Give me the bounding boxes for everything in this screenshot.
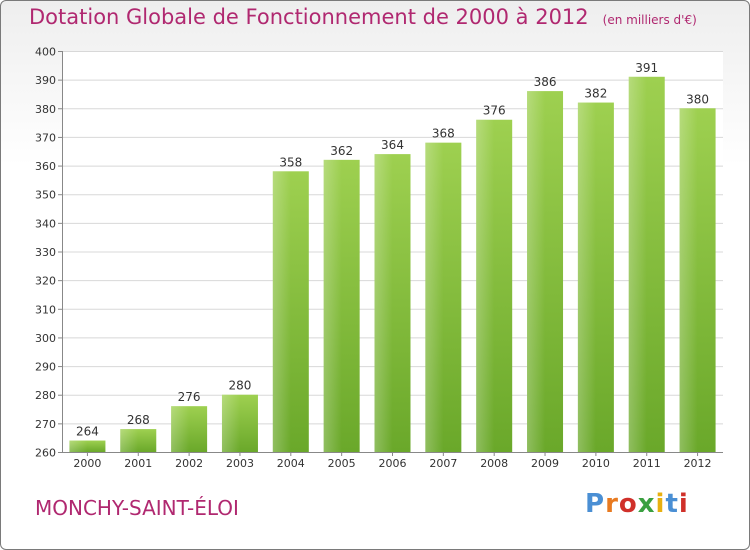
x-tick-label: 2012 xyxy=(684,457,712,470)
chart-subtitle: (en milliers d'€) xyxy=(602,13,697,27)
data-label: 386 xyxy=(534,75,557,89)
y-tick-label: 350 xyxy=(35,189,56,202)
chart-title: Dotation Globale de Fonctionnement de 20… xyxy=(29,5,697,29)
y-tick-label: 280 xyxy=(35,389,56,402)
data-label: 380 xyxy=(686,92,709,106)
data-label: 358 xyxy=(279,155,302,169)
x-tick-label: 2002 xyxy=(175,457,203,470)
logo-letter: t xyxy=(665,489,679,519)
data-label: 391 xyxy=(635,61,658,75)
x-tick-label: 2003 xyxy=(226,457,254,470)
y-tick-label: 320 xyxy=(35,275,56,288)
y-tick-label: 340 xyxy=(35,217,56,230)
bar-highlight xyxy=(323,159,360,453)
x-tick-label: 2011 xyxy=(633,457,661,470)
commune-name: MONCHY-SAINT-ÉLOI xyxy=(35,496,239,520)
data-label: 368 xyxy=(432,127,455,141)
x-tick-label: 2009 xyxy=(531,457,559,470)
x-tick-label: 2006 xyxy=(379,457,407,470)
y-tick-label: 370 xyxy=(35,131,56,144)
bar-highlight xyxy=(69,440,106,452)
logo-letter: r xyxy=(605,489,619,519)
y-tick-label: 360 xyxy=(35,160,56,173)
data-label: 276 xyxy=(178,390,201,404)
logo-letter: i xyxy=(655,489,666,519)
data-label: 362 xyxy=(330,144,353,158)
bar-highlight xyxy=(577,102,614,453)
chart-title-text: Dotation Globale de Fonctionnement de 20… xyxy=(29,5,589,29)
data-label: 264 xyxy=(76,425,99,439)
y-tick-label: 270 xyxy=(35,418,56,431)
data-label: 382 xyxy=(584,87,607,101)
bar-highlight xyxy=(272,171,309,453)
bar-chart: 260 270 280 290 300 310 320 330 340 350 360 370 380 3… xyxy=(35,46,723,470)
logo-letter: P xyxy=(585,489,606,519)
y-tick-label: 390 xyxy=(35,74,56,87)
data-label: 268 xyxy=(127,413,150,427)
bar-highlight xyxy=(476,119,513,452)
bar-highlight xyxy=(628,76,665,453)
y-tick-label: 290 xyxy=(35,361,56,374)
bar-highlight xyxy=(527,91,564,452)
x-tick-label: 2005 xyxy=(328,457,356,470)
y-tick-label: 380 xyxy=(35,103,56,116)
x-tick-label: 2001 xyxy=(124,457,152,470)
y-tick-label: 300 xyxy=(35,332,56,345)
bar-highlight xyxy=(171,406,208,452)
y-tick-label: 400 xyxy=(35,46,56,59)
bar-highlight xyxy=(120,429,157,452)
data-label: 280 xyxy=(229,379,252,393)
bar-highlight xyxy=(425,142,462,452)
x-tick-label: 2004 xyxy=(277,457,305,470)
data-label: 364 xyxy=(381,138,404,152)
proxiti-logo: Proxiti xyxy=(585,489,689,519)
x-tick-label: 2007 xyxy=(429,457,457,470)
y-tick-label: 330 xyxy=(35,246,56,259)
logo-letter: o xyxy=(618,489,638,519)
logo-letter: i xyxy=(678,489,689,519)
x-tick-label: 2000 xyxy=(73,457,101,470)
bar-highlight xyxy=(374,154,411,452)
x-tick-label: 2008 xyxy=(480,457,508,470)
y-tick-label: 310 xyxy=(35,303,56,316)
x-tick-label: 2010 xyxy=(582,457,610,470)
data-label: 376 xyxy=(483,104,506,118)
logo-letter: x xyxy=(637,489,656,519)
bar-highlight xyxy=(221,394,258,452)
y-tick-label: 260 xyxy=(35,447,56,460)
bar-highlight xyxy=(679,108,716,453)
